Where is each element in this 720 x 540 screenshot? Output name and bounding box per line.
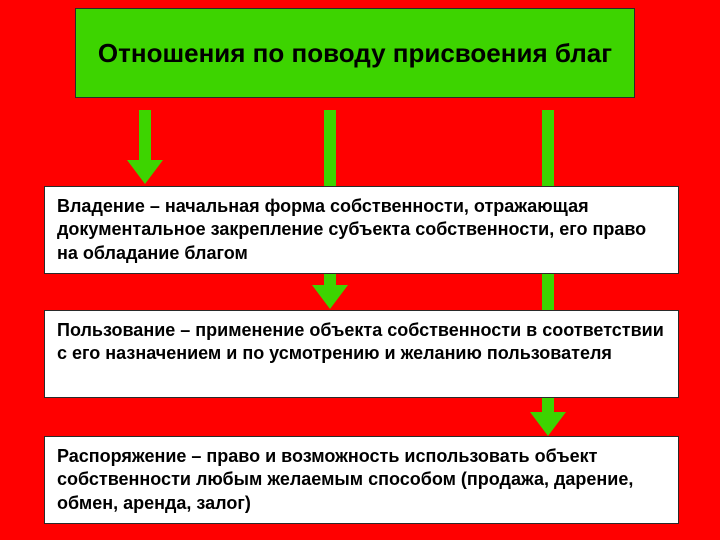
definition-box-0: Владение – начальная форма собственности… (44, 186, 679, 274)
definition-box-1: Пользование – применение объекта собстве… (44, 310, 679, 398)
arrow-head-1 (312, 285, 348, 309)
arrow-head-2 (530, 412, 566, 436)
title-text: Отношения по поводу присвоения благ (98, 38, 612, 69)
arrow-head-0 (127, 160, 163, 184)
title-box: Отношения по поводу присвоения благ (75, 8, 635, 98)
definition-box-2: Распоряжение – право и возможность испол… (44, 436, 679, 524)
arrow-stem-0 (139, 110, 151, 160)
